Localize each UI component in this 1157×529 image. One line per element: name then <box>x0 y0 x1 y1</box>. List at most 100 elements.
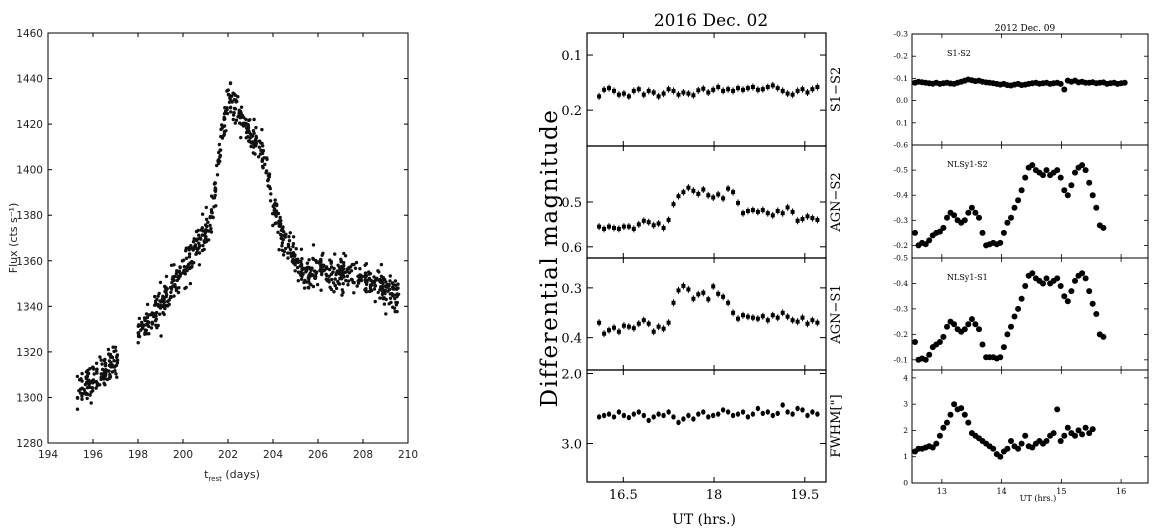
left-data-point <box>168 285 173 290</box>
left-data-point <box>342 251 346 256</box>
middle-data-point <box>696 88 701 93</box>
middle-data-point <box>741 87 745 92</box>
left-data-point <box>327 267 332 272</box>
left-data-point <box>324 267 328 271</box>
middle-data-point <box>745 209 750 213</box>
left-data-point <box>280 244 284 248</box>
left-data-point <box>254 144 258 148</box>
left-data-point <box>114 349 118 353</box>
middle-data-point <box>716 291 721 296</box>
left-data-point <box>233 121 237 125</box>
middle-data-point <box>745 86 750 91</box>
middle-data-point <box>795 218 800 223</box>
left-data-point <box>379 262 384 267</box>
left-data-point <box>303 278 307 283</box>
left-data-point <box>269 192 273 196</box>
middle-data-point <box>612 88 616 93</box>
left-data-point <box>210 215 215 219</box>
left-data-point <box>367 272 371 276</box>
middle-data-point <box>631 411 636 417</box>
right-data-point <box>1043 167 1050 174</box>
right-data-point <box>990 445 997 452</box>
middle-panels: 0.1 0.2 S1−S2 0.5 0.6 AGN−S2 0.3 0.4 AGN−S1 2.0 3.… <box>561 32 844 503</box>
middle-data-point <box>686 91 691 96</box>
right-data-point <box>1093 311 1100 317</box>
left-data-point <box>140 320 144 325</box>
left-data-point <box>86 372 90 376</box>
middle-data-point <box>706 414 711 420</box>
right-data-point <box>1029 162 1036 169</box>
left-data-point <box>92 380 96 384</box>
left-data-point <box>342 261 346 265</box>
left-data-point <box>92 372 96 376</box>
middle-data-point <box>755 209 760 214</box>
middle-data-point <box>631 88 636 93</box>
left-data-point <box>75 374 80 379</box>
left-data-point <box>204 236 208 241</box>
middle-x-tick-label: 19.5 <box>790 488 819 503</box>
left-data-point <box>193 243 198 247</box>
left-data-point <box>152 314 156 318</box>
middle-data-point <box>706 90 711 95</box>
left-data-point <box>300 268 304 272</box>
left-data-point <box>195 251 199 255</box>
middle-data-point <box>711 412 716 419</box>
right-data-point <box>1057 174 1064 181</box>
left-y-tick-label: 1280 <box>16 438 43 450</box>
left-data-point <box>280 241 285 245</box>
left-data-point <box>363 278 367 282</box>
right-differential-magnitude-chart: 2012 Dec. 09 -0.3 -0.2 -0.1 0.0 0.1 S1-S2 -0.6… <box>894 24 1149 503</box>
right-data-point <box>1054 275 1061 282</box>
right-x-tick-label: 13 <box>937 487 947 496</box>
left-data-point <box>161 311 165 315</box>
left-data-point <box>75 407 80 411</box>
right-y-tick-label: -0.4 <box>894 279 909 288</box>
right-data-point <box>1086 430 1093 437</box>
middle-data-point <box>597 224 602 229</box>
left-data-point <box>266 177 270 181</box>
middle-data-point <box>800 87 805 92</box>
left-data-point <box>376 290 380 295</box>
left-data-point <box>185 264 190 268</box>
middle-chart-title: 2016 Dec. 02 <box>654 11 768 31</box>
middle-data-point <box>731 190 736 195</box>
left-data-point <box>302 286 307 290</box>
left-data-point <box>260 141 264 146</box>
right-data-point <box>912 229 918 236</box>
left-data-point <box>282 230 286 234</box>
left-data-point <box>239 111 243 115</box>
right-data-point <box>1121 79 1128 86</box>
left-data-point <box>164 285 168 290</box>
middle-data-point <box>810 87 815 92</box>
right-data-point <box>1068 288 1075 295</box>
middle-data-point <box>607 224 611 229</box>
left-y-tick-label: 1380 <box>16 210 43 222</box>
middle-data-point <box>780 211 785 216</box>
left-data-point <box>230 94 234 98</box>
left-data-point <box>299 259 303 264</box>
left-data-point <box>144 312 149 316</box>
right-data-point <box>1004 219 1011 226</box>
middle-data-point <box>725 409 731 415</box>
left-data-point <box>328 285 332 289</box>
right-data-point <box>1022 432 1029 439</box>
middle-data-point <box>780 402 785 408</box>
left-data-point <box>216 158 221 162</box>
middle-data-point <box>770 412 775 419</box>
middle-panel-label: S1−S2 <box>829 67 844 112</box>
right-data-point <box>1057 438 1064 444</box>
right-data-point <box>1011 313 1018 320</box>
left-data-point <box>395 292 400 296</box>
middle-data-point <box>780 88 785 93</box>
middle-data-point <box>760 87 765 92</box>
right-x-axis-label: UT (hrs.) <box>1020 494 1057 503</box>
left-data-point <box>268 199 273 203</box>
right-y-tick-label: -0.3 <box>894 216 909 225</box>
middle-panel-frame <box>586 257 827 371</box>
left-data-point <box>307 286 311 290</box>
middle-data-point <box>656 94 661 99</box>
left-data-point <box>88 393 92 397</box>
right-data-point <box>976 214 982 221</box>
right-data-point <box>1029 270 1036 277</box>
left-data-point <box>219 134 223 139</box>
